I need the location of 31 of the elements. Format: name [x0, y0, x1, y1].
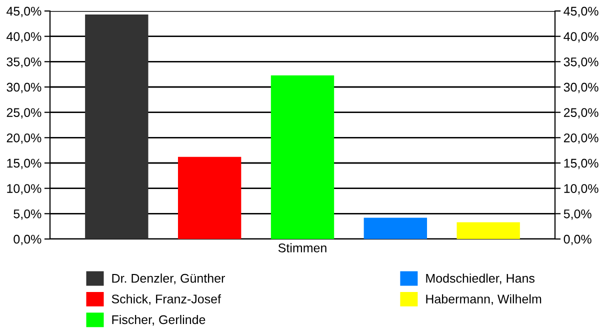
legend-label: Schick, Franz-Josef — [112, 294, 222, 305]
text: 45,0% — [564, 6, 598, 18]
text: 0,0% — [564, 234, 592, 246]
text: 25,0% — [564, 108, 598, 118]
text: 20,0% — [564, 133, 598, 144]
text: 5,0% — [564, 209, 592, 220]
bar — [85, 14, 148, 239]
legend-label: Modschiedler, Hans — [426, 274, 535, 284]
text: 10,0% — [564, 184, 598, 194]
y-tick-label: 0,0% — [14, 234, 42, 246]
y-tick-label: 40,0% — [6, 32, 42, 42]
y-tick-label: 10,0% — [7, 184, 42, 194]
y-tick-label: 25,0% — [6, 108, 42, 118]
text: 40,0% — [564, 32, 598, 42]
y-tick-label: 30,0% — [6, 82, 42, 94]
bar — [364, 218, 428, 239]
legend-label: Dr. Denzler, Günther — [112, 274, 225, 284]
bar — [456, 222, 520, 239]
bar — [270, 75, 334, 239]
text: 15,0% — [564, 158, 598, 170]
y-tick-label: 5,0% — [14, 209, 42, 220]
bar — [178, 156, 242, 239]
y-tick-label: 20,0% — [6, 133, 42, 144]
legend-label: Fischer, Gerlinde — [112, 314, 206, 326]
y-tick-label: 45,0% — [6, 6, 42, 18]
text: 35,0% — [564, 57, 598, 68]
y-tick-label: 35,0% — [6, 57, 42, 68]
y-tick-label: 15,0% — [7, 158, 42, 170]
text: 30,0% — [564, 82, 598, 94]
x-tick-label: Stimmen — [278, 243, 326, 252]
legend-label: Habermann, Wilhelm — [426, 294, 542, 305]
